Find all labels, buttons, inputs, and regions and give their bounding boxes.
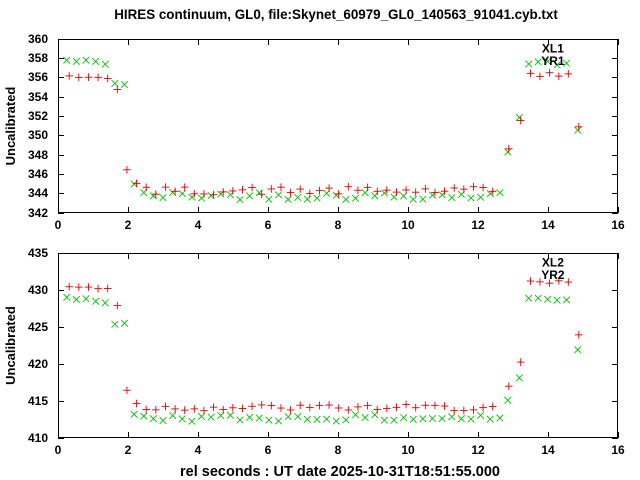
svg-text:350: 350 — [28, 128, 48, 142]
svg-text:HIRES continuum, GL0, file:Sky: HIRES continuum, GL0, file:Skynet_60979_… — [114, 7, 558, 22]
svg-text:430: 430 — [28, 283, 48, 297]
svg-text:415: 415 — [28, 394, 48, 408]
svg-text:14: 14 — [541, 443, 555, 457]
svg-text:352: 352 — [28, 109, 48, 123]
svg-text:2: 2 — [125, 218, 132, 232]
svg-text:342: 342 — [28, 206, 48, 220]
svg-text:2: 2 — [125, 443, 132, 457]
svg-text:356: 356 — [28, 70, 48, 84]
svg-text:Uncalibrated: Uncalibrated — [3, 306, 18, 385]
svg-text:rel seconds : UT date 2025-10-: rel seconds : UT date 2025-10-31T18:51:5… — [180, 464, 500, 480]
svg-text:354: 354 — [28, 90, 48, 104]
svg-text:348: 348 — [28, 148, 48, 162]
svg-text:435: 435 — [28, 246, 48, 260]
svg-text:0: 0 — [55, 443, 62, 457]
svg-text:4: 4 — [195, 218, 202, 232]
svg-text:10: 10 — [401, 218, 415, 232]
svg-text:344: 344 — [28, 186, 48, 200]
svg-text:410: 410 — [28, 431, 48, 445]
svg-text:YR1: YR1 — [541, 54, 565, 68]
svg-text:8: 8 — [335, 218, 342, 232]
svg-text:0: 0 — [55, 218, 62, 232]
svg-text:YR2: YR2 — [541, 268, 565, 282]
svg-text:8: 8 — [335, 443, 342, 457]
svg-text:12: 12 — [471, 443, 485, 457]
svg-text:6: 6 — [265, 218, 272, 232]
svg-text:16: 16 — [611, 218, 625, 232]
svg-text:10: 10 — [401, 443, 415, 457]
svg-text:346: 346 — [28, 167, 48, 181]
svg-text:4: 4 — [195, 443, 202, 457]
svg-text:425: 425 — [28, 320, 48, 334]
svg-text:Uncalibrated: Uncalibrated — [3, 87, 18, 166]
svg-text:420: 420 — [28, 357, 48, 371]
svg-text:16: 16 — [611, 443, 625, 457]
svg-text:14: 14 — [541, 218, 555, 232]
svg-text:358: 358 — [28, 51, 48, 65]
svg-text:6: 6 — [265, 443, 272, 457]
svg-text:360: 360 — [28, 32, 48, 46]
svg-text:12: 12 — [471, 218, 485, 232]
